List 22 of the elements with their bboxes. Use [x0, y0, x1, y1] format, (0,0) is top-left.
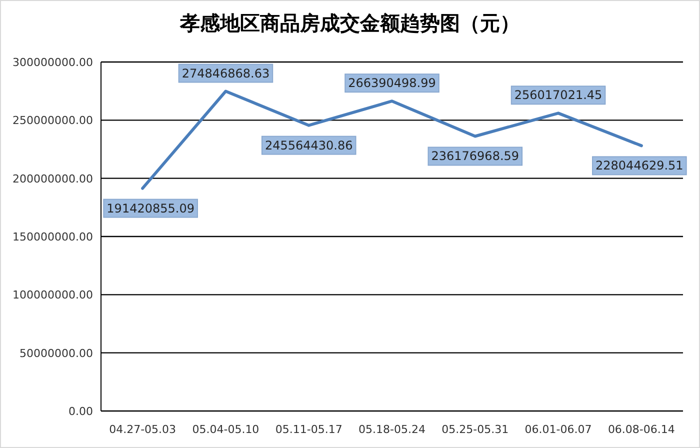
chart-title: 孝感地区商品房成交金额趋势图（元）: [179, 11, 520, 35]
x-tick-label: 05.18-05.24: [358, 423, 426, 436]
y-tick-label: 50000000.00: [20, 346, 93, 360]
x-tick-label: 06.01-06.07: [524, 423, 592, 436]
y-tick-label: 250000000.00: [12, 114, 93, 128]
data-label: 236176968.59: [431, 149, 520, 164]
x-tick-label: 04.27-05.03: [109, 423, 176, 436]
y-tick-label: 0.00: [68, 405, 93, 418]
x-tick-label: 05.11-05.17: [275, 423, 342, 436]
data-label: 228044629.51: [596, 158, 684, 173]
data-label: 256017021.45: [514, 88, 602, 102]
y-tick-label: 300000000.00: [12, 56, 93, 69]
data-label: 191420855.09: [106, 201, 194, 216]
data-label: 266390498.99: [348, 76, 436, 90]
x-tick-label: 05.25-05.31: [442, 423, 509, 436]
x-tick-label: 06.08-06.14: [608, 423, 675, 436]
x-tick-label: 05.04-05.10: [192, 423, 260, 436]
data-label: 245564430.86: [264, 138, 353, 152]
data-label: 274846868.63: [182, 66, 270, 80]
y-tick-label: 100000000.00: [12, 288, 93, 302]
y-tick-label: 200000000.00: [12, 172, 93, 186]
y-tick-label: 150000000.00: [12, 230, 93, 244]
